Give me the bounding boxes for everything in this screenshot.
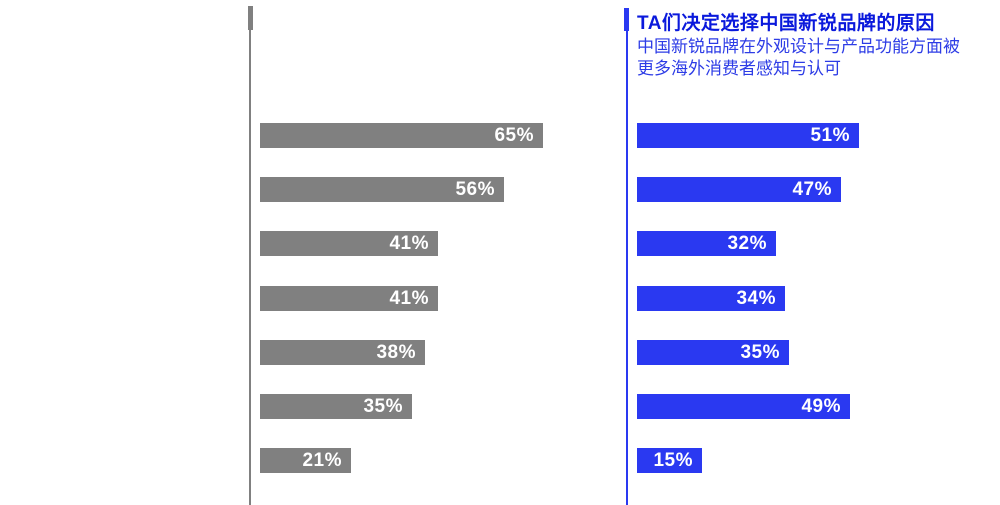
bar-left-gray-series-row-7: 21% xyxy=(260,448,351,473)
bar-right-blue-series-row-7: 15% xyxy=(637,448,702,473)
bar-left-gray-series-row-2: 56% xyxy=(260,177,504,202)
left-axis-line xyxy=(249,6,251,505)
bar-value-label: 41% xyxy=(389,288,429,309)
bar-right-blue-series-row-1: 51% xyxy=(637,123,859,148)
bar-value-label: 65% xyxy=(494,125,534,146)
bar-value-label: 56% xyxy=(455,179,495,200)
bar-right-blue-series-row-5: 35% xyxy=(637,340,789,365)
bar-value-label: 38% xyxy=(376,342,416,363)
bar-value-label: 35% xyxy=(363,396,403,417)
bar-right-blue-series-row-6: 49% xyxy=(637,394,850,419)
bar-value-label: 47% xyxy=(792,179,832,200)
bar-left-gray-series-row-3: 41% xyxy=(260,231,438,256)
chart-subtitle: 中国新锐品牌在外观设计与产品功能方面被 更多海外消费者感知与认可 xyxy=(637,36,960,80)
bar-right-blue-series-row-3: 32% xyxy=(637,231,776,256)
bar-value-label: 34% xyxy=(736,288,776,309)
bar-value-label: 21% xyxy=(302,450,342,471)
bar-left-gray-series-row-1: 65% xyxy=(260,123,543,148)
chart-title: TA们决定选择中国新锐品牌的原因 xyxy=(637,13,935,34)
bar-right-blue-series-row-4: 34% xyxy=(637,286,785,311)
right-axis-line xyxy=(626,8,628,505)
bar-right-blue-series-row-2: 47% xyxy=(637,177,841,202)
bar-value-label: 49% xyxy=(801,396,841,417)
bar-value-label: 32% xyxy=(727,233,767,254)
chart-subtitle-line1: 中国新锐品牌在外观设计与产品功能方面被 xyxy=(637,37,960,56)
bar-left-gray-series-row-5: 38% xyxy=(260,340,425,365)
bar-left-gray-series-row-6: 35% xyxy=(260,394,412,419)
bar-value-label: 41% xyxy=(389,233,429,254)
bar-value-label: 15% xyxy=(653,450,693,471)
chart-subtitle-line2: 更多海外消费者感知与认可 xyxy=(637,59,841,78)
bar-left-gray-series-row-4: 41% xyxy=(260,286,438,311)
bar-value-label: 51% xyxy=(810,125,850,146)
bar-value-label: 35% xyxy=(740,342,780,363)
